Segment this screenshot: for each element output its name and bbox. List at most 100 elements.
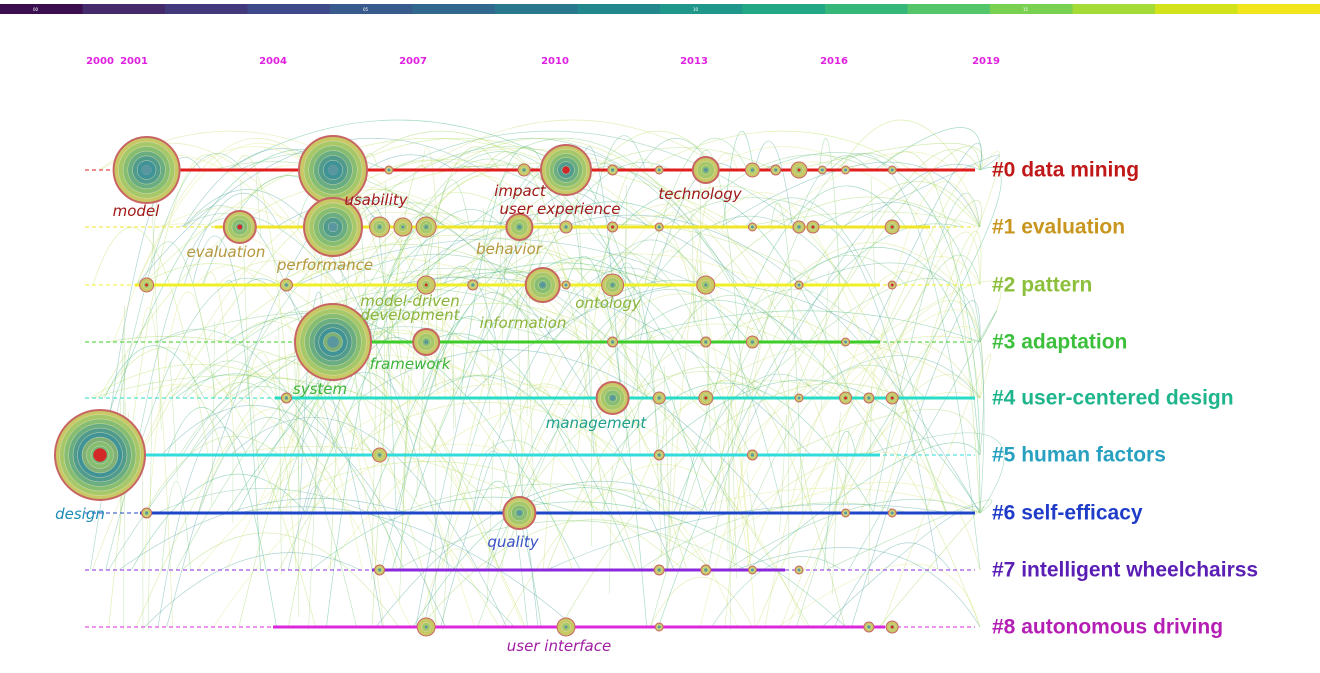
- citation-arc: [679, 283, 813, 514]
- citation-arc: [198, 417, 314, 514]
- citation-arc: [596, 239, 784, 514]
- citation-arc: [436, 218, 552, 343]
- citation-arc: [279, 402, 625, 514]
- citation-arc: [446, 137, 752, 286]
- citation-arc: [678, 487, 981, 514]
- keyword-node: [607, 164, 619, 176]
- citation-arc: [542, 427, 573, 571]
- keyword-node: [559, 220, 573, 234]
- keyword-node: [653, 564, 665, 576]
- citation-arc: [268, 257, 703, 456]
- citation-link: [500, 247, 509, 318]
- citation-arc: [113, 142, 316, 343]
- keyword-node: [887, 165, 897, 175]
- year-axis: 2000 2001 2004 2007 2010 2013 2016 2019: [86, 56, 1000, 67]
- keyword-node: [698, 390, 714, 406]
- citation-arc: [89, 363, 500, 628]
- citation-arc: [297, 238, 699, 286]
- keyword-label: impact: [494, 182, 547, 200]
- keyword-node: [595, 381, 630, 415]
- citation-link: [151, 187, 162, 430]
- citation-arc: [144, 552, 361, 628]
- keyword-node: [841, 337, 851, 347]
- keyword-node: [372, 447, 388, 463]
- citation-arc: [834, 542, 951, 628]
- citation-arc: [792, 149, 981, 399]
- citation-arc: [872, 192, 981, 514]
- citation-arc: [643, 130, 981, 228]
- citation-arc: [823, 431, 857, 571]
- keyword-node: [887, 508, 897, 518]
- citation-arc: [305, 162, 740, 228]
- citation-arc: [213, 443, 518, 628]
- citation-arc: [388, 192, 688, 571]
- color-scale-tick-label: 05: [363, 7, 369, 12]
- keyword-node: [652, 391, 666, 405]
- keyword-label: ontology: [575, 294, 642, 312]
- citation-arc: [558, 200, 595, 456]
- keyword-node: [841, 508, 851, 518]
- keyword-node: [502, 496, 537, 530]
- citation-arc: [338, 210, 747, 343]
- keyword-label: model: [113, 202, 161, 220]
- citation-arc: [825, 499, 993, 571]
- keyword-node: [887, 280, 897, 290]
- citation-arc: [745, 341, 981, 571]
- citation-link: [705, 335, 711, 422]
- citation-arc: [726, 499, 981, 571]
- keyword-node: [141, 507, 153, 519]
- citation-arc: [195, 265, 363, 571]
- keyword-node: [607, 221, 619, 233]
- citation-arc: [264, 454, 347, 514]
- citation-arc: [642, 323, 981, 628]
- citation-arc: [629, 380, 801, 514]
- citation-arc: [237, 506, 575, 628]
- citation-arc: [650, 255, 907, 628]
- citation-arc: [631, 328, 692, 399]
- citation-arc: [780, 391, 981, 628]
- citation-arc: [720, 161, 981, 228]
- keyword-node: [524, 267, 561, 303]
- citation-arc: [794, 155, 870, 228]
- citation-arc: [583, 463, 806, 628]
- citation-arc: [440, 267, 670, 628]
- citation-arc: [787, 374, 981, 628]
- year-label: 2019: [972, 56, 1000, 67]
- citation-arc: [715, 316, 948, 514]
- citation-arc: [667, 482, 981, 571]
- keyword-node: [885, 620, 899, 634]
- citation-arc: [644, 138, 749, 286]
- citation-arc: [864, 432, 1005, 514]
- citation-arc: [212, 356, 526, 628]
- citation-arc: [650, 335, 981, 571]
- year-label: 2001: [120, 56, 148, 67]
- citation-arc: [412, 487, 660, 628]
- citation-arc: [829, 152, 981, 571]
- citation-arc: [673, 373, 823, 514]
- citation-arc: [793, 142, 984, 171]
- citation-arc: [346, 276, 550, 343]
- citation-link: [250, 390, 260, 475]
- citation-arc: [484, 151, 606, 514]
- citation-link: [293, 338, 300, 500]
- keyword-node: [561, 280, 571, 290]
- citation-arc: [821, 506, 981, 628]
- year-label: 2010: [541, 56, 569, 67]
- citation-arc: [744, 197, 933, 456]
- keyword-node: [792, 220, 806, 234]
- citation-arc: [881, 353, 992, 628]
- citation-arc: [224, 279, 261, 571]
- citation-arc: [841, 154, 1000, 228]
- keyword-node: [54, 409, 146, 501]
- citation-arc: [566, 255, 648, 628]
- citation-arc: [793, 326, 981, 514]
- color-scale-segment: [660, 4, 743, 14]
- citation-arc: [745, 278, 981, 399]
- citation-link: [704, 271, 712, 473]
- keyword-label: behavior: [476, 240, 543, 258]
- keyword-node: [790, 161, 808, 179]
- keyword-node: [556, 617, 576, 637]
- citation-arc: [238, 212, 474, 628]
